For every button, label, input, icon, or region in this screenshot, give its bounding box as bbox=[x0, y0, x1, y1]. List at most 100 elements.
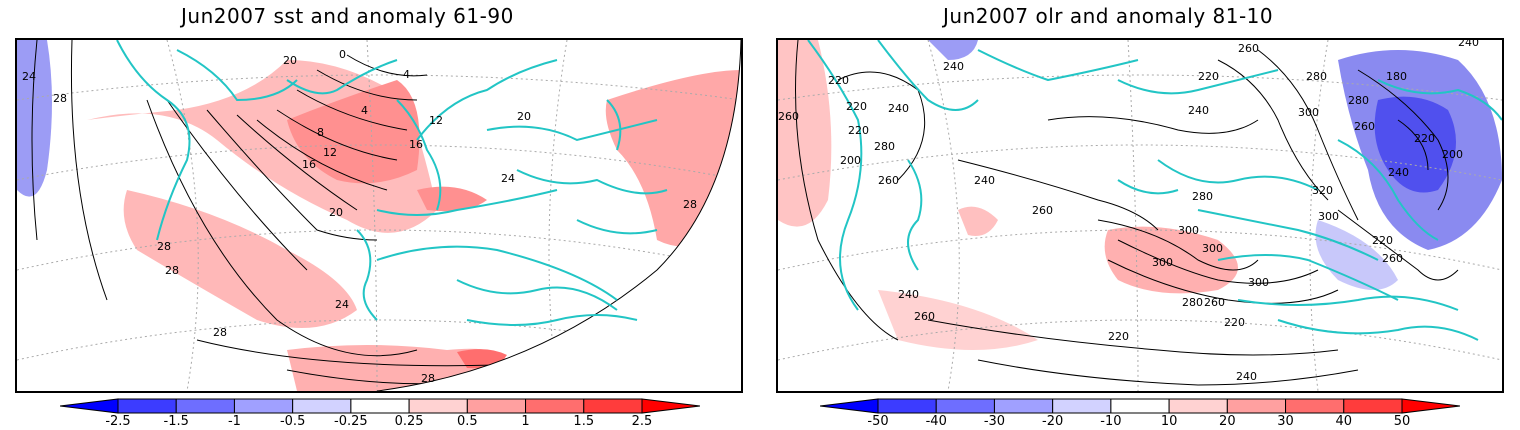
contour-label: 20 bbox=[517, 110, 531, 123]
contour-label: 28 bbox=[683, 198, 697, 211]
contour-label: 220 bbox=[848, 124, 869, 137]
contour-label: 260 bbox=[1032, 204, 1053, 217]
olr-contours bbox=[795, 40, 1459, 386]
right-panel-title: Jun2007 olr and anomaly 81-10 bbox=[943, 4, 1274, 28]
contour-label: 24 bbox=[335, 298, 349, 311]
colorbar-segment bbox=[1343, 398, 1403, 414]
colorbar-tick-label: -10 bbox=[1100, 414, 1122, 429]
contour-label: 28 bbox=[157, 240, 171, 253]
contour-label: 240 bbox=[1458, 40, 1479, 49]
contour-label: 200 bbox=[840, 154, 861, 167]
colorbar-tick-label: -30 bbox=[983, 414, 1006, 429]
colorbar-segment bbox=[877, 398, 937, 414]
contour-label: 4 bbox=[403, 68, 410, 81]
left-colorbar-labels: -2.5 -1.5 -1 -0.5 -0.25 0.25 0.5 1 1.5 2.5 bbox=[60, 414, 700, 430]
contour-label-group: 24 28 20 16 12 8 4 4 12 16 20 24 28 20 2… bbox=[22, 48, 697, 385]
contour-label: 20 bbox=[329, 206, 343, 219]
contour-label: 220 bbox=[846, 100, 867, 113]
anomaly-pos-med bbox=[417, 186, 487, 212]
contour-label: 260 bbox=[778, 110, 799, 123]
colorbar-tick-label: 1.5 bbox=[573, 414, 595, 429]
contour-label: 28 bbox=[213, 326, 227, 339]
contour-label: 240 bbox=[974, 174, 995, 187]
contour-label: 20 bbox=[283, 54, 297, 67]
colorbar-tick-label: 0.5 bbox=[456, 414, 478, 429]
anomaly-pos-subtropics bbox=[123, 190, 358, 328]
colorbar-tick-label: 10 bbox=[1160, 414, 1178, 429]
right-colorbar-svg bbox=[819, 398, 1461, 414]
right-colorbar-labels: -50 -40 -30 -20 -10 10 20 30 40 50 bbox=[820, 414, 1460, 430]
contour-label: 240 bbox=[888, 102, 909, 115]
anomaly-neg-west bbox=[17, 40, 52, 197]
contour-label: 300 bbox=[1178, 224, 1199, 237]
contour-label: 24 bbox=[501, 172, 515, 185]
contour-label: 220 bbox=[828, 74, 849, 87]
contour-label: 240 bbox=[1236, 370, 1257, 383]
contour-label: 280 bbox=[874, 140, 895, 153]
left-map-svg: 24 28 20 16 12 8 4 4 12 16 20 24 28 20 2… bbox=[17, 40, 741, 391]
left-panel-title: Jun2007 sst and anomaly 61-90 bbox=[181, 4, 514, 28]
contour-label: 260 bbox=[1238, 42, 1259, 55]
colorbar-tick-label: -20 bbox=[1042, 414, 1064, 429]
contour-label: 240 bbox=[943, 60, 964, 73]
colorbar-segment bbox=[466, 398, 527, 414]
contour-label: 280 bbox=[1192, 190, 1213, 203]
contour-label: 300 bbox=[1152, 256, 1173, 269]
contour-label: 260 bbox=[1354, 120, 1375, 133]
right-colorbar: -50 -40 -30 -20 -10 10 20 30 40 50 bbox=[819, 398, 1461, 430]
contour-label: 260 bbox=[878, 174, 899, 187]
colorbar-tick-label: 30 bbox=[1277, 414, 1294, 429]
colorbar-tick-label: -0.5 bbox=[279, 414, 306, 429]
contour-label: 16 bbox=[302, 158, 316, 171]
colorbar-segment bbox=[117, 398, 177, 414]
colorbar-tick-label: 2.5 bbox=[631, 414, 653, 429]
colorbar-segment bbox=[408, 398, 468, 414]
contour-label: 8 bbox=[317, 126, 324, 139]
contour-label: 300 bbox=[1298, 106, 1319, 119]
colorbar-segment bbox=[1285, 398, 1345, 414]
right-map: 220 240 220 260 220 240 200 280 260 240 … bbox=[776, 38, 1504, 393]
colorbar-tick-label: 1 bbox=[521, 414, 530, 429]
contour-label: 28 bbox=[53, 92, 67, 105]
colorbar-tick-label: 50 bbox=[1393, 414, 1411, 429]
contour-label: 28 bbox=[165, 264, 179, 277]
contour-label: 24 bbox=[22, 70, 36, 83]
colorbar-tick-label: -0.25 bbox=[334, 414, 368, 429]
colorbar-segment bbox=[1168, 398, 1228, 414]
colorbar-segment bbox=[292, 398, 352, 414]
colorbar-segment bbox=[1226, 398, 1287, 414]
colorbar-tick-label: -2.5 bbox=[105, 414, 131, 429]
contour-label: 260 bbox=[1382, 252, 1403, 265]
colorbar-segment bbox=[233, 398, 294, 414]
left-map: 24 28 20 16 12 8 4 4 12 16 20 24 28 20 2… bbox=[15, 38, 743, 393]
contour-label: 300 bbox=[1318, 210, 1339, 223]
contour-label: 0 bbox=[339, 48, 346, 61]
left-colorbar-svg bbox=[59, 398, 701, 414]
left-colorbar: -2.5 -1.5 -1 -0.5 -0.25 0.25 0.5 1 1.5 2.5 bbox=[59, 398, 701, 430]
contour-label: 280 bbox=[1348, 94, 1369, 107]
colorbar-tick-label: -1.5 bbox=[163, 414, 189, 429]
contour-label: 200 bbox=[1442, 148, 1463, 161]
colorbar-segment bbox=[583, 398, 643, 414]
contour-label: 16 bbox=[409, 138, 423, 151]
contour-label: 260 bbox=[1204, 296, 1225, 309]
colorbar-tick-label: 40 bbox=[1335, 414, 1353, 429]
contour-label: 280 bbox=[1182, 296, 1203, 309]
contour-label-group: 220 240 220 260 220 240 200 280 260 240 … bbox=[778, 40, 1479, 383]
contour-label: 28 bbox=[421, 372, 435, 385]
colorbar-right-arrow bbox=[641, 398, 701, 414]
contour-label: 12 bbox=[323, 146, 337, 159]
sst-contours bbox=[31, 40, 498, 385]
anomaly-pos-mid bbox=[958, 206, 998, 236]
colorbar-tick-label: -1 bbox=[227, 414, 241, 429]
coastlines bbox=[807, 40, 1502, 341]
contour-label: 220 bbox=[1108, 330, 1129, 343]
colorbar-segment bbox=[993, 398, 1054, 414]
contour-label: 300 bbox=[1202, 242, 1223, 255]
contour-label: 240 bbox=[1388, 166, 1409, 179]
coastlines bbox=[116, 40, 668, 326]
colorbar-left-arrow bbox=[59, 398, 119, 414]
contour-label: 280 bbox=[1306, 70, 1327, 83]
contour-label: 240 bbox=[898, 288, 919, 301]
contour-label: 300 bbox=[1248, 276, 1269, 289]
